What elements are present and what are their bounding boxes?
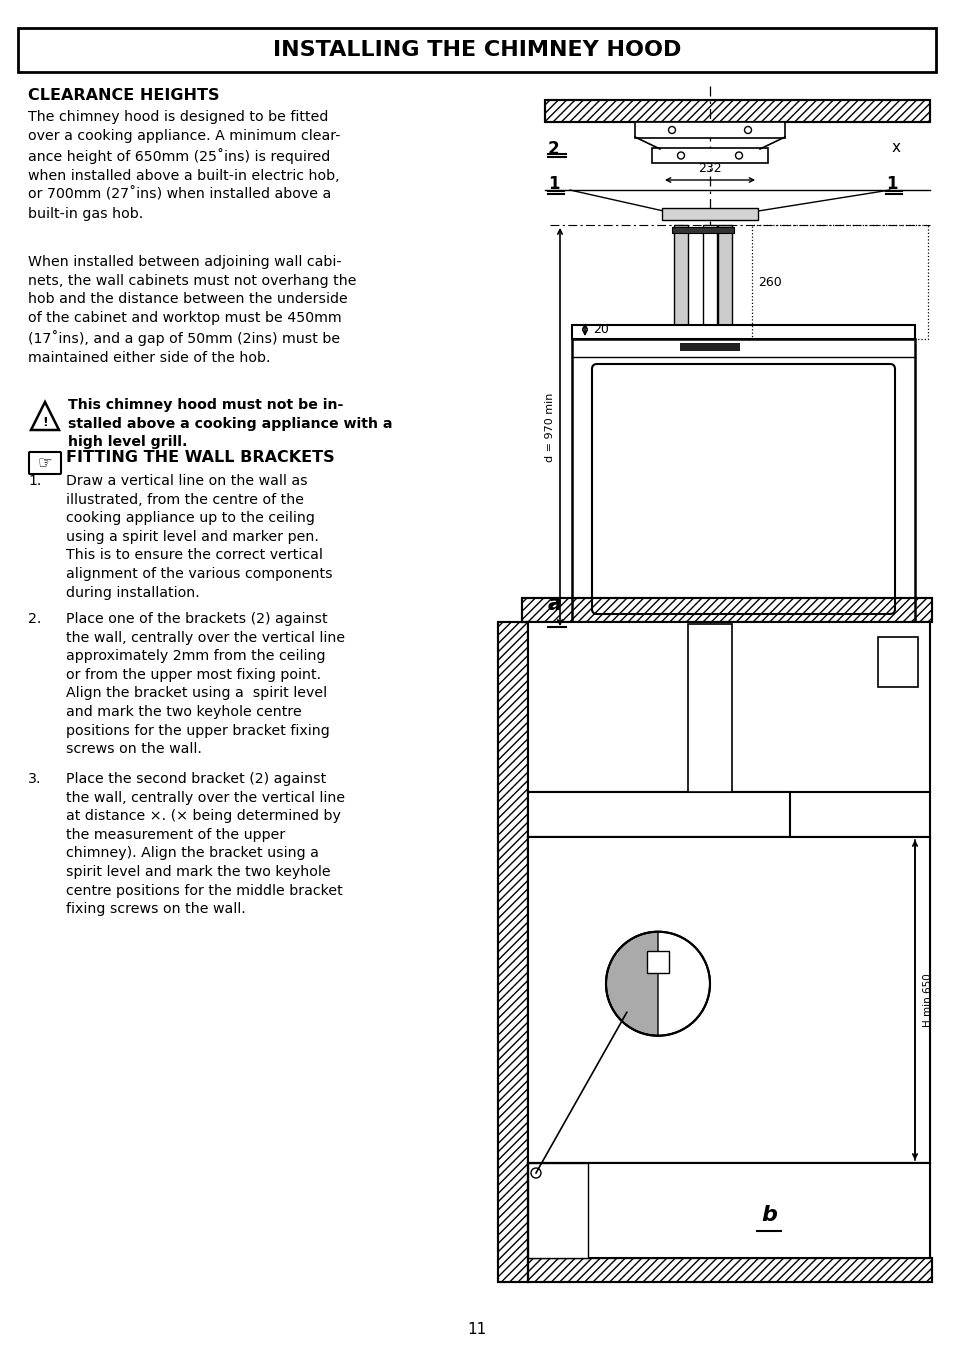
FancyBboxPatch shape: [592, 364, 894, 614]
Bar: [877, 637, 917, 687]
Bar: [635, 122, 784, 138]
Bar: [527, 1163, 587, 1257]
Text: H min 650: H min 650: [923, 973, 932, 1028]
Bar: [497, 622, 527, 1282]
Bar: [751, 224, 927, 339]
Bar: [527, 792, 789, 837]
Text: 11: 11: [467, 1322, 486, 1337]
Wedge shape: [605, 932, 658, 1036]
Text: 232: 232: [698, 162, 721, 174]
Text: 20: 20: [593, 323, 608, 337]
Text: Place the second bracket (2) against
the wall, centrally over the vertical line
: Place the second bracket (2) against the…: [66, 772, 345, 917]
Bar: [661, 208, 758, 220]
Bar: [671, 227, 733, 233]
Bar: [497, 622, 527, 1282]
Bar: [718, 224, 731, 324]
Text: !: !: [42, 415, 48, 429]
Bar: [572, 339, 914, 629]
Bar: [702, 224, 717, 324]
Bar: [673, 224, 687, 324]
Bar: [679, 343, 740, 352]
Bar: [544, 100, 929, 122]
Text: 1.: 1.: [28, 475, 41, 488]
Bar: [572, 629, 914, 648]
Text: 2: 2: [547, 141, 559, 158]
Text: This chimney hood must not be in-
stalled above a cooking appliance with a
high : This chimney hood must not be in- stalle…: [68, 397, 392, 449]
Text: b: b: [760, 1205, 777, 1225]
Bar: [521, 598, 931, 622]
Bar: [527, 1163, 929, 1257]
Text: Draw a vertical line on the wall as
illustrated, from the centre of the
cooking : Draw a vertical line on the wall as illu…: [66, 475, 333, 600]
Text: d = 970 min: d = 970 min: [544, 392, 555, 461]
Text: a: a: [547, 594, 561, 614]
Bar: [521, 598, 931, 622]
Bar: [687, 625, 731, 792]
Text: 3.: 3.: [28, 772, 42, 786]
Text: INSTALLING THE CHIMNEY HOOD: INSTALLING THE CHIMNEY HOOD: [273, 41, 680, 59]
Bar: [527, 622, 929, 1257]
Bar: [527, 1257, 931, 1282]
Bar: [646, 950, 668, 972]
Bar: [651, 147, 767, 164]
Text: FITTING THE WALL BRACKETS: FITTING THE WALL BRACKETS: [66, 450, 335, 465]
Text: 1: 1: [885, 174, 897, 193]
Text: Place one of the brackets (2) against
the wall, centrally over the vertical line: Place one of the brackets (2) against th…: [66, 612, 345, 756]
Bar: [18, 28, 935, 72]
Bar: [527, 837, 929, 1163]
Bar: [572, 629, 914, 648]
Text: The chimney hood is designed to be fitted
over a cooking appliance. A minimum cl: The chimney hood is designed to be fitte…: [28, 110, 340, 220]
Bar: [527, 1257, 931, 1282]
Bar: [544, 100, 929, 122]
Text: CLEARANCE HEIGHTS: CLEARANCE HEIGHTS: [28, 88, 219, 103]
Text: When installed between adjoining wall cabi-
nets, the wall cabinets must not ove: When installed between adjoining wall ca…: [28, 256, 356, 365]
Text: 260: 260: [758, 276, 781, 288]
FancyBboxPatch shape: [29, 452, 61, 475]
Text: ☞: ☞: [37, 454, 52, 472]
Text: x: x: [891, 141, 900, 155]
Text: 2.: 2.: [28, 612, 41, 626]
Bar: [572, 324, 914, 339]
Text: 1: 1: [547, 174, 558, 193]
